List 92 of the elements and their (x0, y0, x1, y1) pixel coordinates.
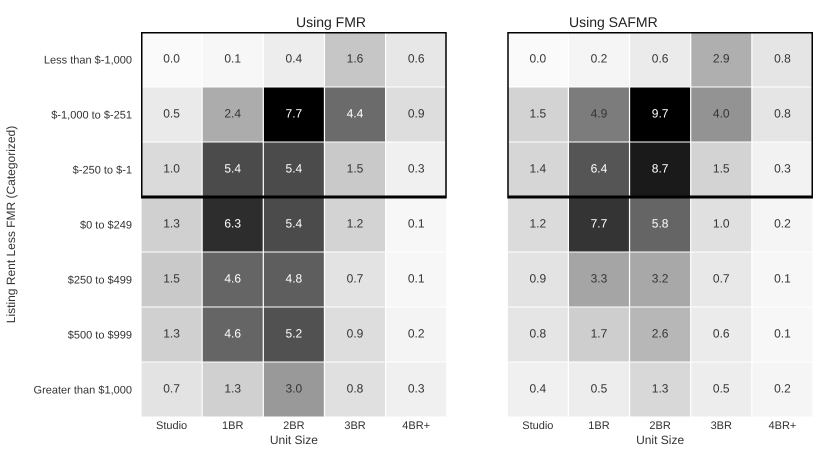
y-tick-label: $-1,000 to $-251 (51, 109, 132, 122)
data-label: 1.3 (224, 382, 242, 396)
data-label: 0.6 (712, 326, 730, 340)
data-label: 1.0 (163, 162, 180, 176)
x-tick-label: 3BR (710, 420, 732, 432)
data-label: 0.7 (346, 272, 364, 286)
data-label: 5.4 (286, 162, 303, 176)
data-label: 0.8 (346, 382, 364, 396)
data-label: 2.6 (652, 326, 669, 340)
data-label: 1.3 (163, 326, 180, 340)
data-label: 1.5 (346, 162, 364, 176)
data-label: 0.2 (590, 52, 608, 66)
data-label: 0.3 (408, 382, 425, 396)
x-tick-label: Studio (522, 420, 554, 432)
data-label: 0.1 (774, 326, 792, 340)
data-label: 0.8 (774, 106, 792, 120)
data-label: 0.8 (529, 326, 546, 340)
y-tick-label: $500 to $999 (68, 329, 132, 342)
data-label: 2.9 (712, 52, 730, 66)
data-label: 0.8 (774, 52, 792, 66)
data-label: 0.1 (408, 216, 425, 230)
data-label: 5.4 (224, 162, 242, 176)
data-label: 8.7 (652, 162, 669, 176)
data-label: 3.2 (652, 272, 669, 286)
data-label: 2.4 (224, 106, 242, 120)
data-label: 1.5 (163, 272, 180, 286)
data-label: 1.5 (529, 106, 546, 120)
data-label: 0.9 (529, 272, 546, 286)
data-label: 5.2 (286, 326, 303, 340)
y-tick-label: $-250 to $-1 (72, 164, 132, 176)
y-axis-title: Listing Rent Less FMR (Categorized) (4, 126, 18, 324)
x-tick-label: 4BR+ (768, 420, 796, 432)
data-label: 0.0 (529, 52, 546, 66)
x-tick-label: 2BR (283, 420, 305, 432)
data-label: 0.9 (408, 106, 425, 120)
data-label: 0.4 (529, 382, 546, 396)
chart-title: Using FMR (296, 14, 366, 30)
x-axis-title: Unit Size (270, 432, 318, 447)
x-axis-title: Unit Size (636, 432, 684, 447)
data-label: 1.0 (712, 216, 730, 230)
x-tick-label: 3BR (344, 420, 366, 432)
data-label: 0.2 (774, 216, 792, 230)
x-tick-label: 4BR+ (402, 420, 430, 432)
data-label: 0.5 (590, 382, 608, 396)
data-label: 3.0 (286, 382, 303, 396)
data-label: 4.6 (224, 326, 242, 340)
data-label: 4.9 (590, 106, 608, 120)
y-tick-label: Less than $-1,000 (44, 54, 132, 66)
data-label: 0.7 (163, 382, 180, 396)
data-label: 1.3 (652, 382, 669, 396)
data-label: 1.3 (163, 216, 180, 230)
data-label: 0.6 (652, 52, 669, 66)
data-label: 6.4 (590, 162, 608, 176)
data-label: 1.4 (529, 162, 546, 176)
data-label: 0.1 (774, 272, 792, 286)
data-label: 6.3 (224, 216, 242, 230)
data-label: 3.3 (590, 272, 608, 286)
data-label: 0.5 (712, 382, 730, 396)
y-tick-label: $0 to $249 (80, 219, 132, 232)
x-tick-label: 1BR (222, 420, 244, 432)
chart-title: Using SAFMR (569, 14, 658, 30)
data-label: 0.0 (163, 52, 180, 66)
data-label: 1.2 (529, 216, 546, 230)
data-label: 0.7 (712, 272, 730, 286)
data-label: 0.3 (408, 162, 425, 176)
data-label: 1.2 (346, 216, 364, 230)
x-tick-label: 1BR (588, 420, 610, 432)
data-label: 0.1 (224, 52, 242, 66)
data-label: 0.1 (408, 272, 425, 286)
data-label: 1.7 (590, 326, 608, 340)
data-label: 9.7 (652, 106, 669, 120)
y-tick-label: Greater than $1,000 (34, 384, 132, 396)
data-label: 0.4 (286, 52, 303, 66)
data-label: 1.6 (346, 52, 364, 66)
data-label: 0.2 (774, 382, 792, 396)
data-label: 1.5 (712, 162, 730, 176)
data-label: 4.4 (346, 106, 364, 120)
data-label: 0.5 (163, 106, 180, 120)
data-label: 5.4 (286, 216, 303, 230)
data-label: 4.0 (712, 106, 730, 120)
data-label: 4.6 (224, 272, 242, 286)
data-label: 0.6 (408, 52, 425, 66)
x-tick-label: 2BR (649, 420, 671, 432)
data-label: 0.2 (408, 326, 425, 340)
x-tick-label: Studio (156, 420, 188, 432)
data-label: 0.3 (774, 162, 792, 176)
y-tick-label: $250 to $499 (68, 274, 132, 286)
data-label: 7.7 (590, 216, 608, 230)
data-label: 5.8 (652, 216, 669, 230)
data-label: 7.7 (286, 106, 303, 120)
data-label: 4.8 (286, 272, 303, 286)
data-label: 0.9 (346, 326, 364, 340)
